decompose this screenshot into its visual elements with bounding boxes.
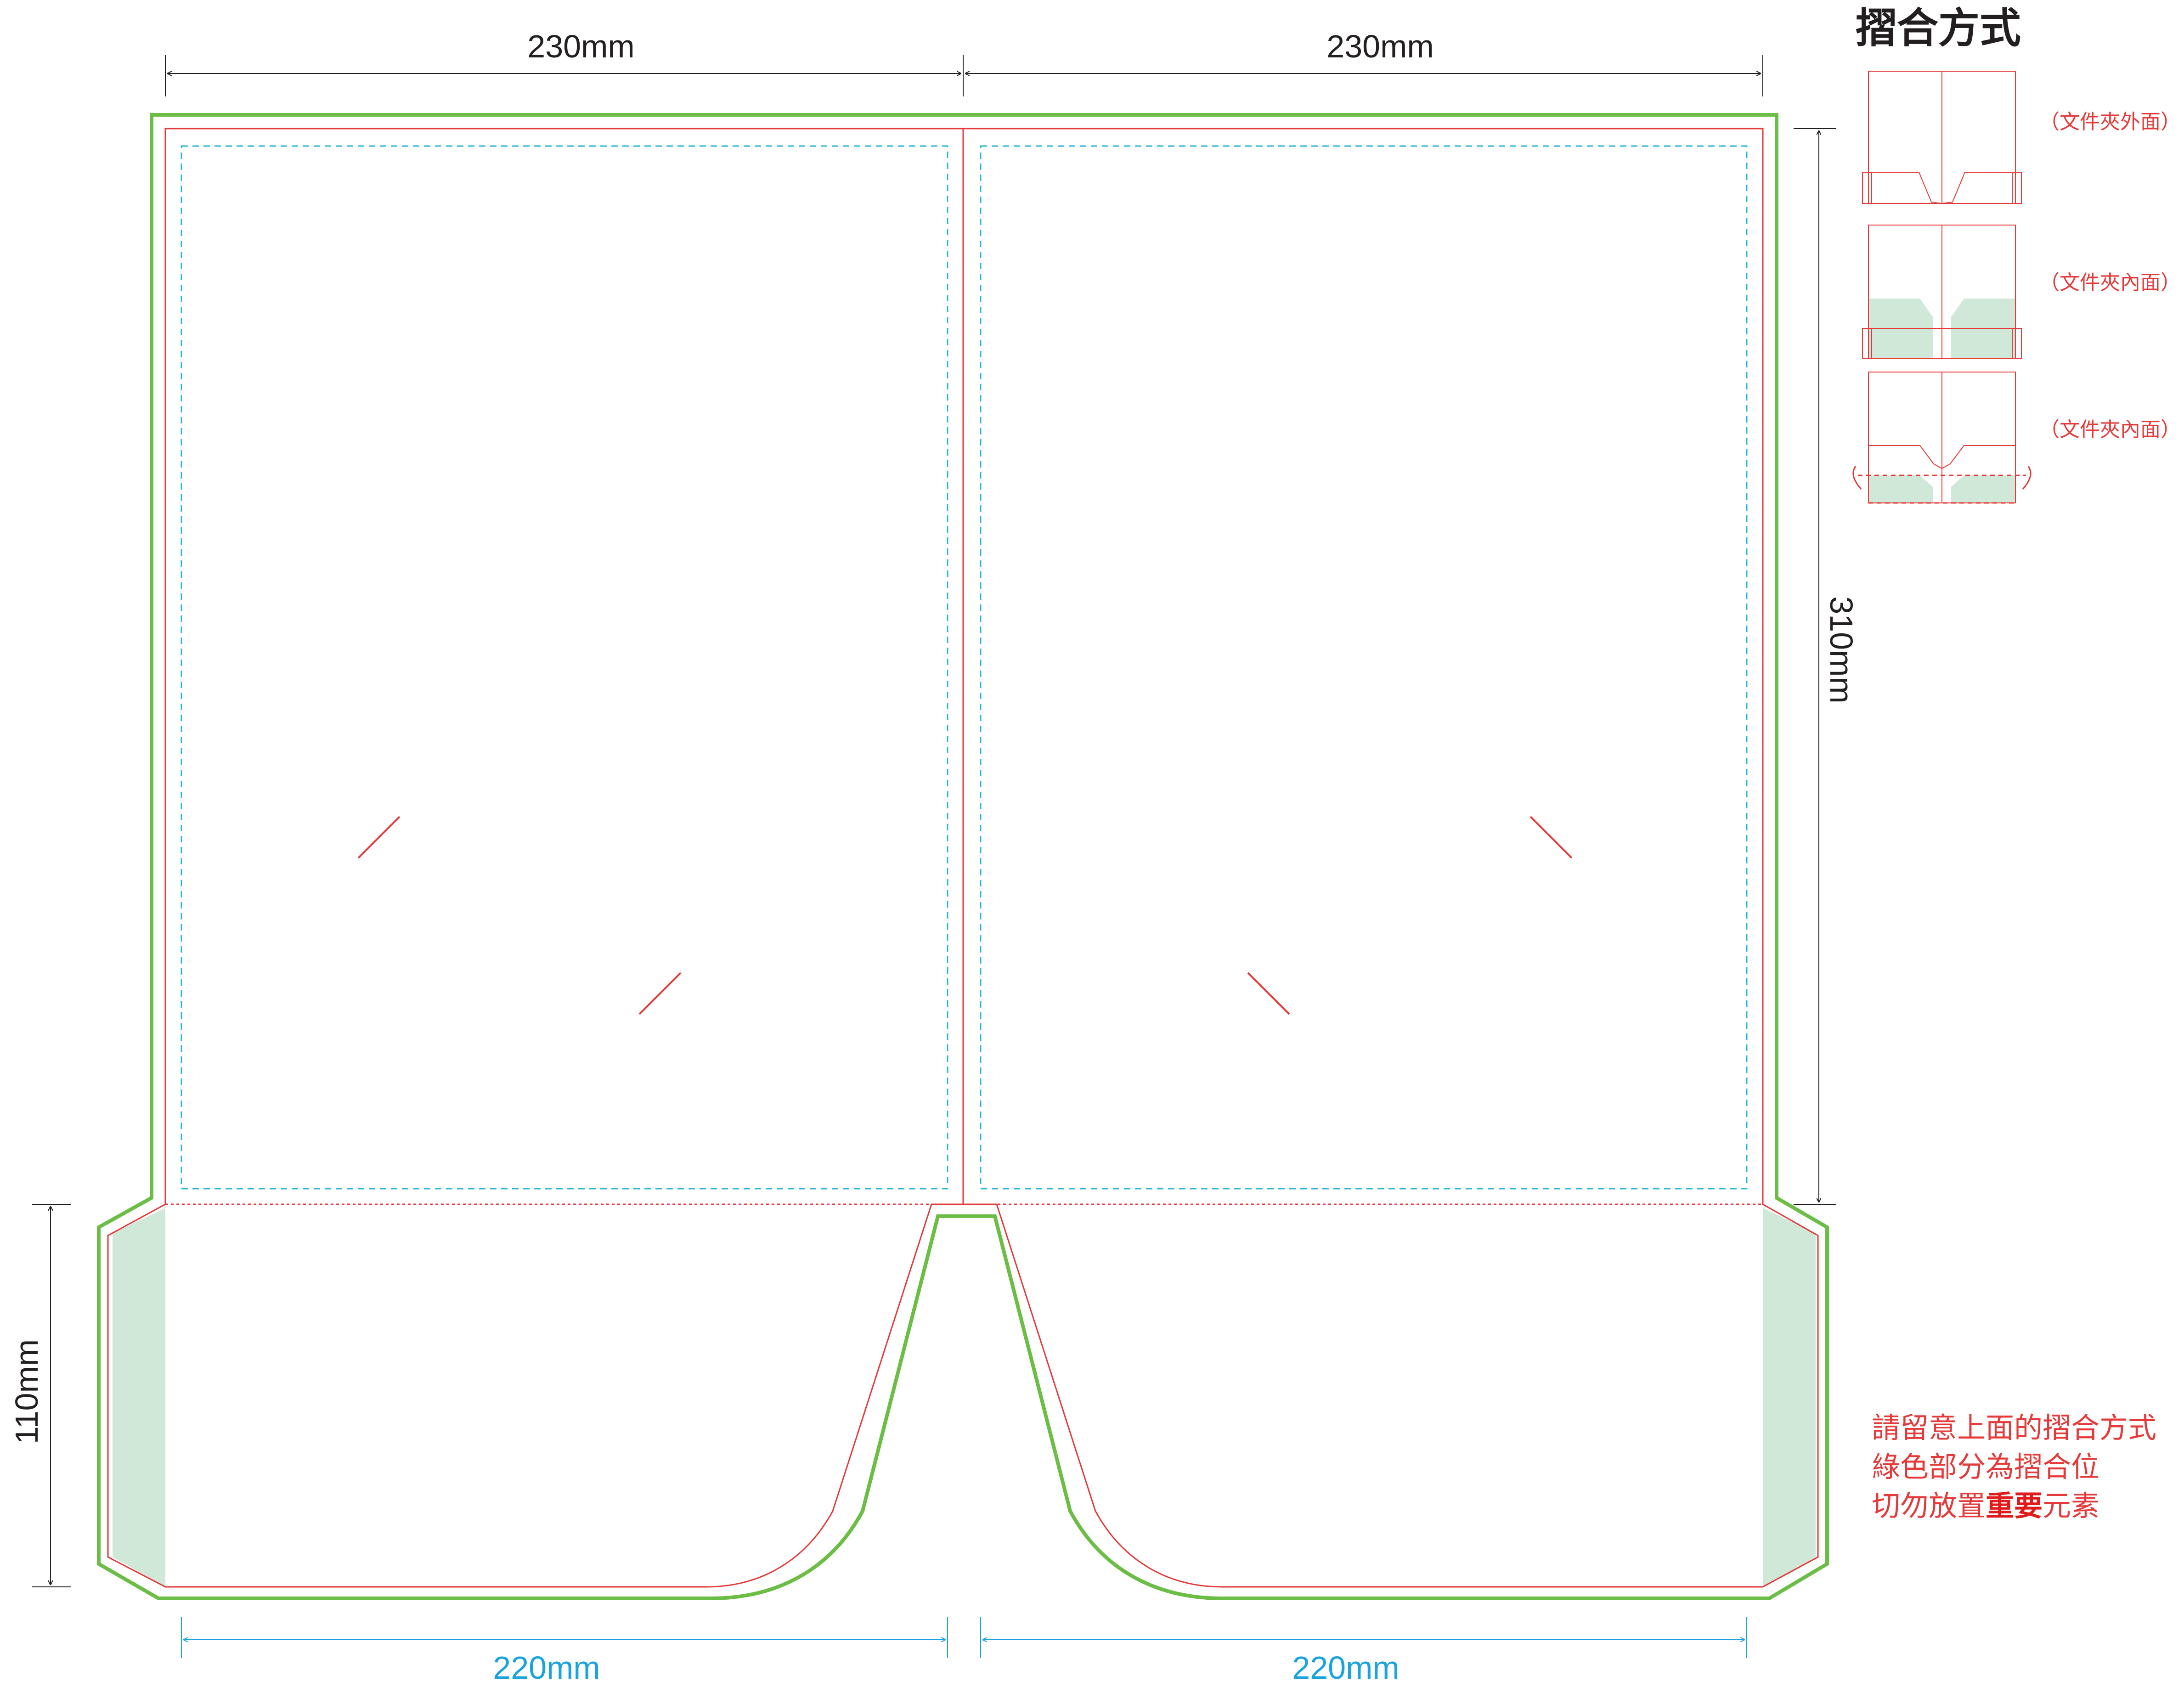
card-slit-right-upper: [1529, 816, 1573, 859]
dim-right-label: 310mm: [1823, 596, 1859, 703]
dim-bottom-left-label: 220mm: [493, 1650, 600, 1685]
fold-step-2-label: （文件夾內面）: [2039, 271, 2181, 294]
right-safe-zone: [980, 145, 1748, 1190]
note-line-3: 切勿放置重要元素: [1872, 1489, 2099, 1523]
card-slit-left-upper: [357, 816, 401, 859]
note-line-1: 請留意上面的摺合方式: [1872, 1411, 2156, 1444]
outer-bleed-line: [97, 113, 1829, 1600]
dim-top-left-label: 230mm: [527, 28, 634, 64]
card-slit-left-lower: [638, 972, 682, 1015]
dim-left-label: 110mm: [9, 1339, 45, 1444]
fold-step-1-label: （文件夾外面）: [2039, 110, 2181, 134]
note-line-3-emphasis: 重要: [1986, 1489, 2043, 1523]
left-fold-area: [113, 1208, 165, 1587]
note-line-2: 綠色部分為摺合位: [1872, 1450, 2099, 1484]
fold-step-3-label: （文件夾內面）: [2039, 418, 2181, 441]
dim-bottom-right-label: 220mm: [1292, 1650, 1399, 1685]
fold-step-2-diagram: [1862, 225, 2022, 359]
fold-step-3-diagram: [1852, 372, 2032, 504]
trim-line: [107, 128, 1819, 1588]
note-line-3-suffix: 元素: [2043, 1489, 2099, 1523]
left-safe-zone: [181, 145, 948, 1190]
fold-step-1-diagram: [1862, 71, 2022, 204]
note-line-3-prefix: 切勿放置: [1872, 1489, 1986, 1523]
card-slit-right-lower: [1247, 972, 1290, 1015]
dim-top-right-label: 230mm: [1326, 28, 1433, 64]
right-fold-area: [1763, 1208, 1816, 1587]
fold-guide-title: 摺合方式: [1856, 4, 2021, 52]
